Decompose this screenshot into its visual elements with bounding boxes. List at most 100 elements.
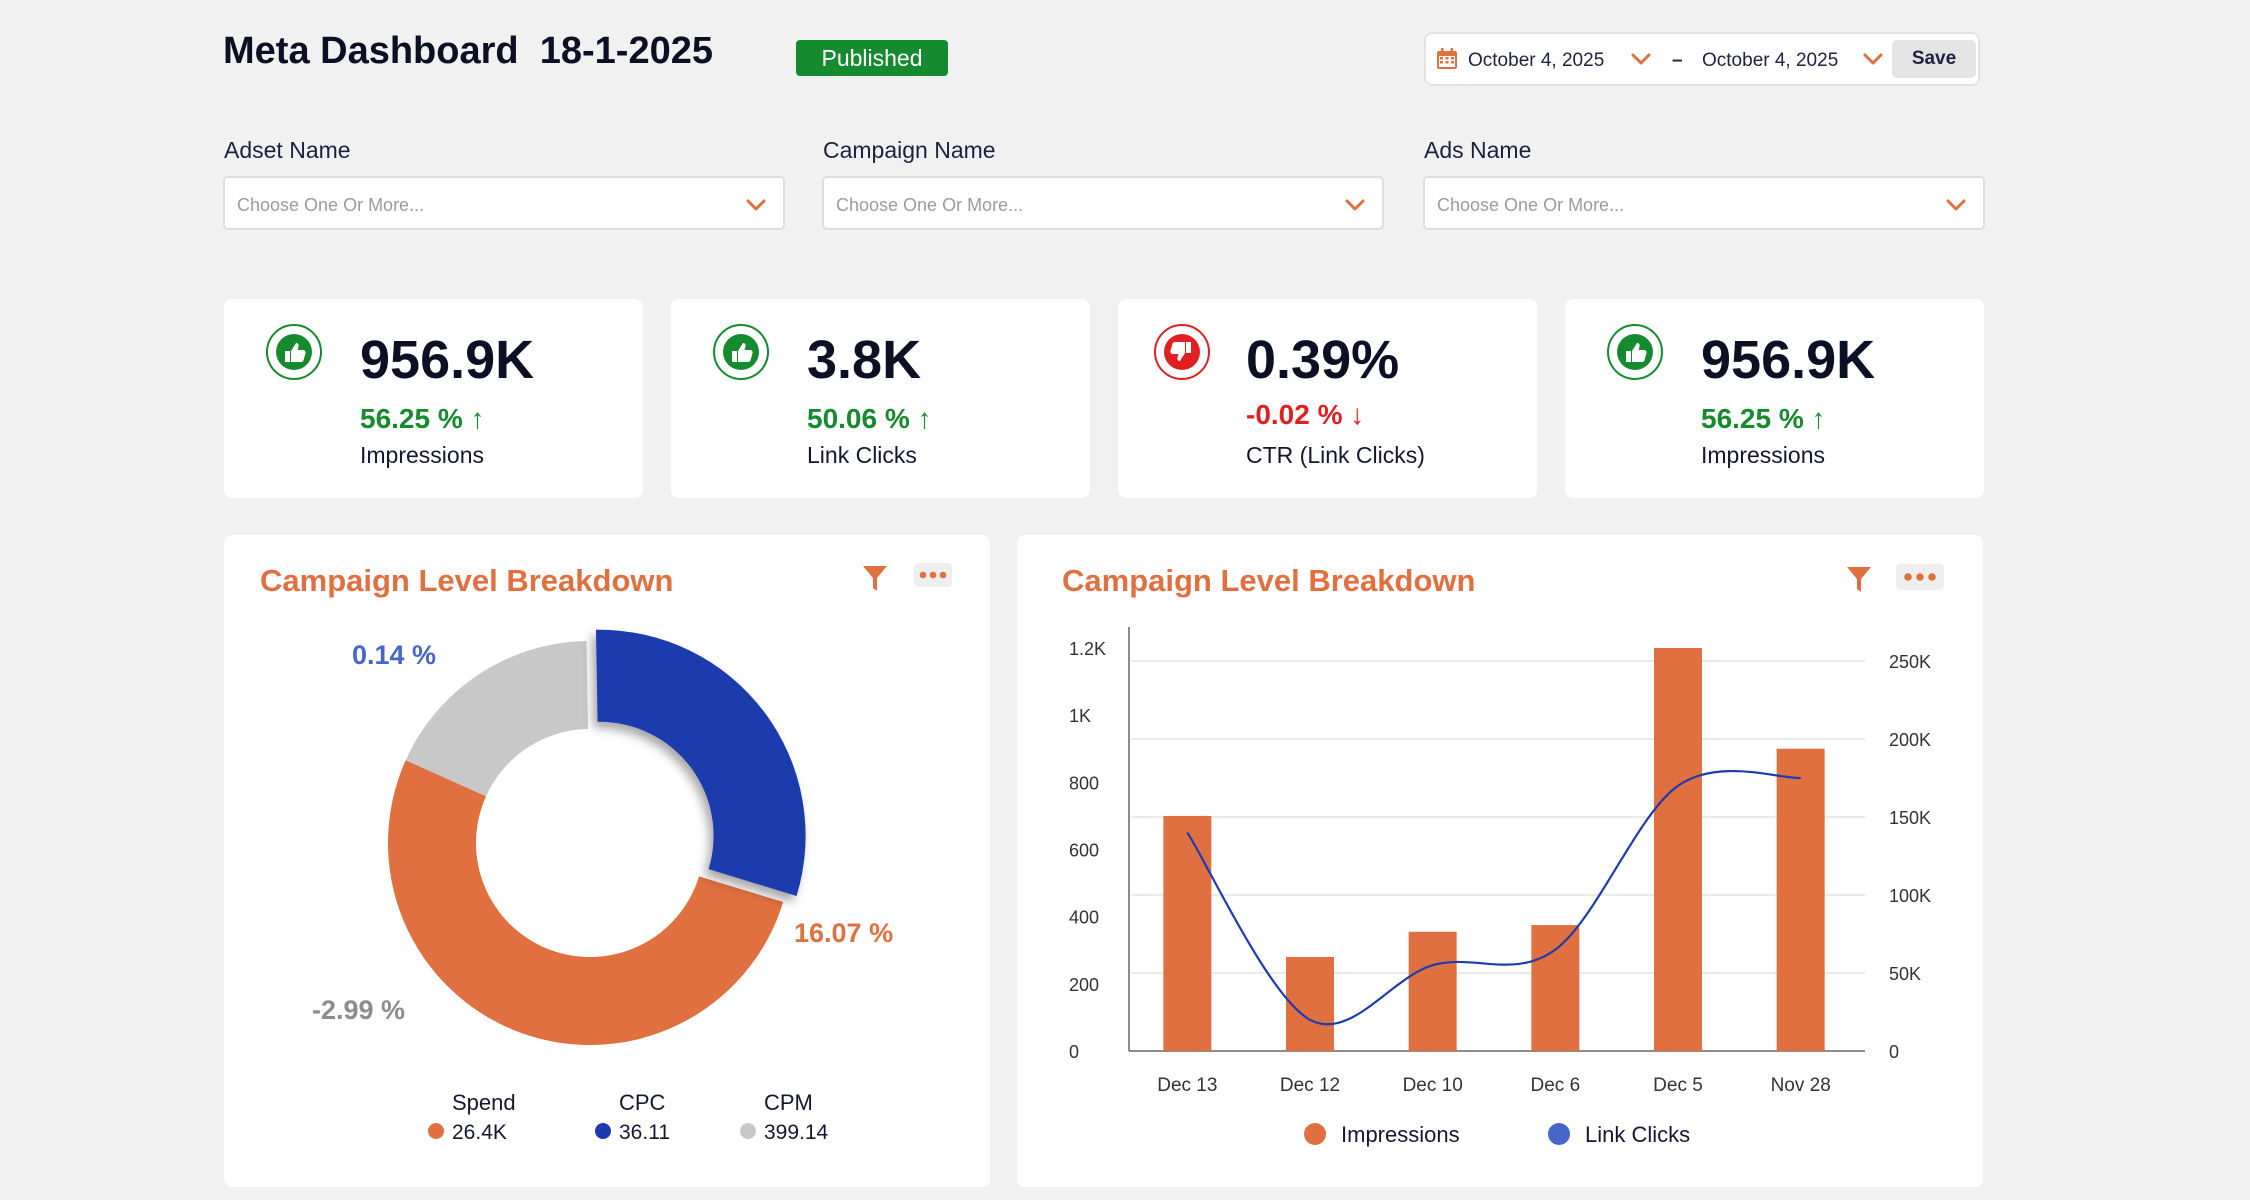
thumbs-down-icon — [1154, 324, 1210, 380]
y-right-tick-label: 250K — [1889, 652, 1931, 672]
y-left-tick-label: 800 — [1069, 773, 1099, 793]
donut-percent-label: 16.07 % — [794, 918, 893, 948]
donut-chart: 0.14 % 16.07 % -2.99 % Spend 26.4K CPC 36.11 CP… — [312, 629, 893, 1144]
campaign-name-placeholder: Choose One Or More... — [836, 195, 1024, 215]
legend-name: CPM — [764, 1090, 813, 1115]
y-left-tick-label: 1.2K — [1069, 639, 1106, 659]
y-left-tick-label: 1K — [1069, 706, 1091, 726]
kpi-label: Impressions — [360, 442, 484, 468]
arrow-up-icon: ↑ — [917, 403, 932, 434]
thumbs-up-icon — [266, 324, 322, 380]
arrow-up-icon: ↑ — [1811, 403, 1826, 434]
legend-value: 36.11 — [619, 1121, 670, 1144]
arrow-down-icon: ↓ — [1350, 399, 1365, 430]
date-end[interactable]: October 4, 2025 — [1702, 50, 1839, 71]
arrow-up-icon: ↑ — [470, 403, 485, 434]
x-tick-label: Dec 5 — [1653, 1075, 1703, 1096]
legend-value: 399.14 — [764, 1121, 829, 1144]
panel-title: Campaign Level Breakdown — [1062, 563, 1476, 598]
campaign-name-label: Campaign Name — [823, 137, 996, 163]
y-right-tick-label: 100K — [1889, 886, 1931, 906]
date-separator: – — [1672, 50, 1683, 71]
adset-name-select[interactable]: Choose One Or More... — [223, 176, 785, 230]
y-left-tick-label: 0 — [1069, 1042, 1079, 1062]
x-tick-label: Dec 12 — [1280, 1075, 1340, 1096]
legend-marker — [740, 1123, 756, 1139]
legend-marker — [595, 1123, 611, 1139]
status-badge: Published — [796, 40, 948, 76]
y-right-tick-label: 150K — [1889, 808, 1931, 828]
donut-slice-cpm — [405, 641, 589, 797]
kpi-label: Impressions — [1701, 442, 1825, 468]
donut-chart-panel: Campaign Level Breakdown 0.14 % 16.07 % -2… — [224, 535, 990, 1187]
legend-marker — [428, 1123, 444, 1139]
y-left-tick-label: 600 — [1069, 841, 1099, 861]
y-left-tick-label: 400 — [1069, 908, 1099, 928]
donut-slice-cpc — [595, 629, 806, 897]
kpi-card-link-clicks: 3.8K 50.06 % ↑ Link Clicks — [671, 299, 1090, 498]
legend-marker — [1548, 1123, 1570, 1145]
kpi-change: 56.25 % ↑ — [1701, 403, 1826, 434]
adset-name-placeholder: Choose One Or More... — [237, 195, 425, 215]
thumbs-up-icon — [1607, 324, 1663, 380]
line-link-clicks — [1186, 769, 1801, 1026]
kpi-card-impressions-2: 956.9K 56.25 % ↑ Impressions — [1565, 299, 1984, 498]
filter-icon[interactable] — [862, 565, 888, 593]
legend-name: Spend — [452, 1090, 516, 1115]
calendar-icon[interactable] — [1436, 48, 1458, 70]
x-tick-label: Dec 6 — [1531, 1075, 1581, 1096]
bar-impressions — [1654, 648, 1702, 1051]
more-options-button[interactable] — [914, 563, 952, 587]
y-right-tick-label: 200K — [1889, 730, 1931, 750]
legend-label: Impressions — [1341, 1122, 1460, 1147]
date-range-picker: October 4, 2025 – October 4, 2025 Save — [1424, 32, 1980, 86]
legend-name: CPC — [619, 1090, 666, 1115]
kpi-value: 3.8K — [807, 330, 922, 390]
x-tick-label: Dec 10 — [1403, 1075, 1463, 1096]
bar-impressions — [1286, 956, 1334, 1051]
chevron-down-icon[interactable] — [1862, 52, 1884, 66]
kpi-label: CTR (Link Clicks) — [1246, 442, 1425, 468]
save-button[interactable]: Save — [1892, 40, 1976, 78]
donut-percent-label: 0.14 % — [352, 640, 436, 670]
more-dots-icon — [919, 571, 947, 579]
y-right-tick-label: 50K — [1889, 964, 1921, 984]
more-dots-icon — [1904, 573, 1936, 581]
thumbs-up-icon — [713, 324, 769, 380]
ads-name-placeholder: Choose One Or More... — [1437, 195, 1625, 215]
filter-icon[interactable] — [1846, 566, 1872, 594]
legend-value: 26.4K — [452, 1121, 507, 1144]
kpi-label: Link Clicks — [807, 442, 917, 468]
ads-name-select[interactable]: Choose One Or More... — [1423, 176, 1985, 230]
chevron-down-icon[interactable] — [1945, 198, 1967, 212]
chevron-down-icon[interactable] — [745, 198, 767, 212]
bar-impressions — [1776, 748, 1825, 1051]
y-left-tick-label: 200 — [1069, 975, 1099, 995]
kpi-value: 956.9K — [360, 330, 535, 390]
kpi-value: 956.9K — [1701, 330, 1876, 390]
campaign-name-select[interactable]: Choose One Or More... — [822, 176, 1384, 230]
panel-title: Campaign Level Breakdown — [260, 563, 674, 598]
donut-percent-label: -2.99 % — [312, 995, 405, 1025]
kpi-change: -0.02 % ↓ — [1246, 399, 1365, 430]
bar-line-chart: 0 50K 100K 150K 200K 250K 0 200 400 600 800 1K 1.2K D… — [1069, 627, 1931, 1147]
chevron-down-icon[interactable] — [1630, 52, 1652, 66]
date-start[interactable]: October 4, 2025 — [1468, 50, 1605, 71]
more-options-button[interactable] — [1896, 564, 1944, 590]
legend-marker — [1304, 1123, 1326, 1145]
adset-name-label: Adset Name — [224, 137, 351, 163]
kpi-card-impressions: 956.9K 56.25 % ↑ Impressions — [224, 299, 643, 498]
ads-name-label: Ads Name — [1424, 137, 1532, 163]
donut-slice-spend — [388, 760, 784, 1045]
bar-impressions — [1531, 925, 1580, 1051]
bar-impressions — [1163, 815, 1212, 1051]
x-tick-label: Nov 28 — [1771, 1075, 1831, 1096]
legend-label: Link Clicks — [1585, 1122, 1690, 1147]
kpi-change: 56.25 % ↑ — [360, 403, 485, 434]
chevron-down-icon[interactable] — [1344, 198, 1366, 212]
bar-chart-panel: Campaign Level Breakdown 0 50K 100K 150K 200… — [1017, 535, 1983, 1187]
kpi-change: 50.06 % ↑ — [807, 403, 932, 434]
bar-impressions — [1408, 931, 1457, 1051]
page-title: Meta Dashboard 18-1-2025 — [223, 30, 713, 72]
x-tick-label: Dec 13 — [1157, 1075, 1217, 1096]
